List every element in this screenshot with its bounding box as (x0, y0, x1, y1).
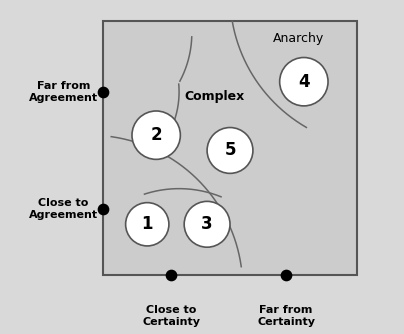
Text: 4: 4 (298, 73, 309, 91)
Text: 3: 3 (201, 215, 213, 233)
Text: Close to
Certainty: Close to Certainty (143, 305, 200, 327)
Text: Anarchy: Anarchy (273, 32, 324, 45)
Text: Far from
Agreement: Far from Agreement (29, 81, 98, 103)
Point (99, 89, 106, 95)
Text: 5: 5 (224, 142, 236, 159)
Circle shape (132, 111, 180, 159)
Text: Far from
Certainty: Far from Certainty (257, 305, 315, 327)
Point (168, 273, 175, 278)
Circle shape (207, 128, 253, 173)
Text: Complex: Complex (185, 91, 245, 104)
Bar (103, 21, 357, 275)
Circle shape (126, 203, 169, 246)
Point (283, 273, 289, 278)
Text: 1: 1 (141, 215, 153, 233)
Circle shape (280, 57, 328, 106)
Circle shape (184, 201, 230, 247)
Text: Close to
Agreement: Close to Agreement (29, 198, 98, 220)
Point (99, 206, 106, 212)
Text: 2: 2 (150, 126, 162, 144)
